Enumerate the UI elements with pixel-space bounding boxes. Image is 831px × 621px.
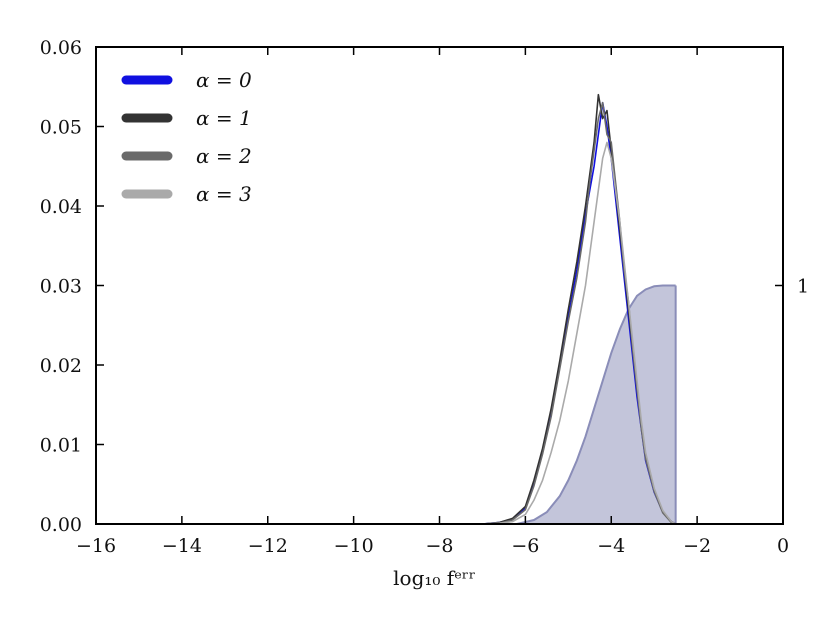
y-tick-label: 0.04 [40, 196, 82, 218]
x-tick-label: −12 [248, 535, 288, 557]
y-axis: 0.00 0.01 0.02 0.03 0.04 0.05 0.06 [40, 37, 104, 536]
legend-label: α = 2 [196, 144, 252, 168]
series-lines [482, 93, 677, 525]
legend-label: α = 3 [196, 182, 252, 206]
x-tick-label: −6 [511, 535, 539, 557]
y-tick-label: 0.03 [40, 276, 82, 298]
y-tick-label: 0.05 [40, 117, 82, 139]
legend-label: α = 0 [196, 68, 252, 92]
series-line-2 [482, 101, 676, 525]
x-tick-label: −4 [597, 535, 625, 557]
x-axis-title: log₁₀ fᵉʳʳ [393, 566, 476, 590]
x-tick-label: −2 [683, 535, 711, 557]
cumulative-line [516, 284, 676, 525]
x-tick-label: −14 [162, 535, 202, 557]
right-tick-label: 1 [797, 276, 809, 298]
y-tick-label: 0.00 [40, 514, 82, 536]
right-axis: 1 [775, 276, 809, 298]
legend-label: α = 1 [196, 106, 252, 130]
y-tick-label: 0.02 [40, 355, 82, 377]
x-tick-label: −8 [425, 535, 453, 557]
legend: α = 0 α = 1 α = 2 α = 3 [121, 68, 252, 206]
x-tick-label: −16 [76, 535, 116, 557]
y-tick-label: 0.01 [40, 435, 82, 457]
cumulative-area [516, 284, 677, 525]
series-line-3 [482, 141, 677, 525]
y-tick-label: 0.06 [40, 37, 82, 59]
x-tick-label: −10 [334, 535, 374, 557]
x-tick-label: 0 [777, 535, 789, 557]
x-axis: −16 −14 −12 −10 −8 −6 −4 −2 0 [76, 47, 789, 557]
